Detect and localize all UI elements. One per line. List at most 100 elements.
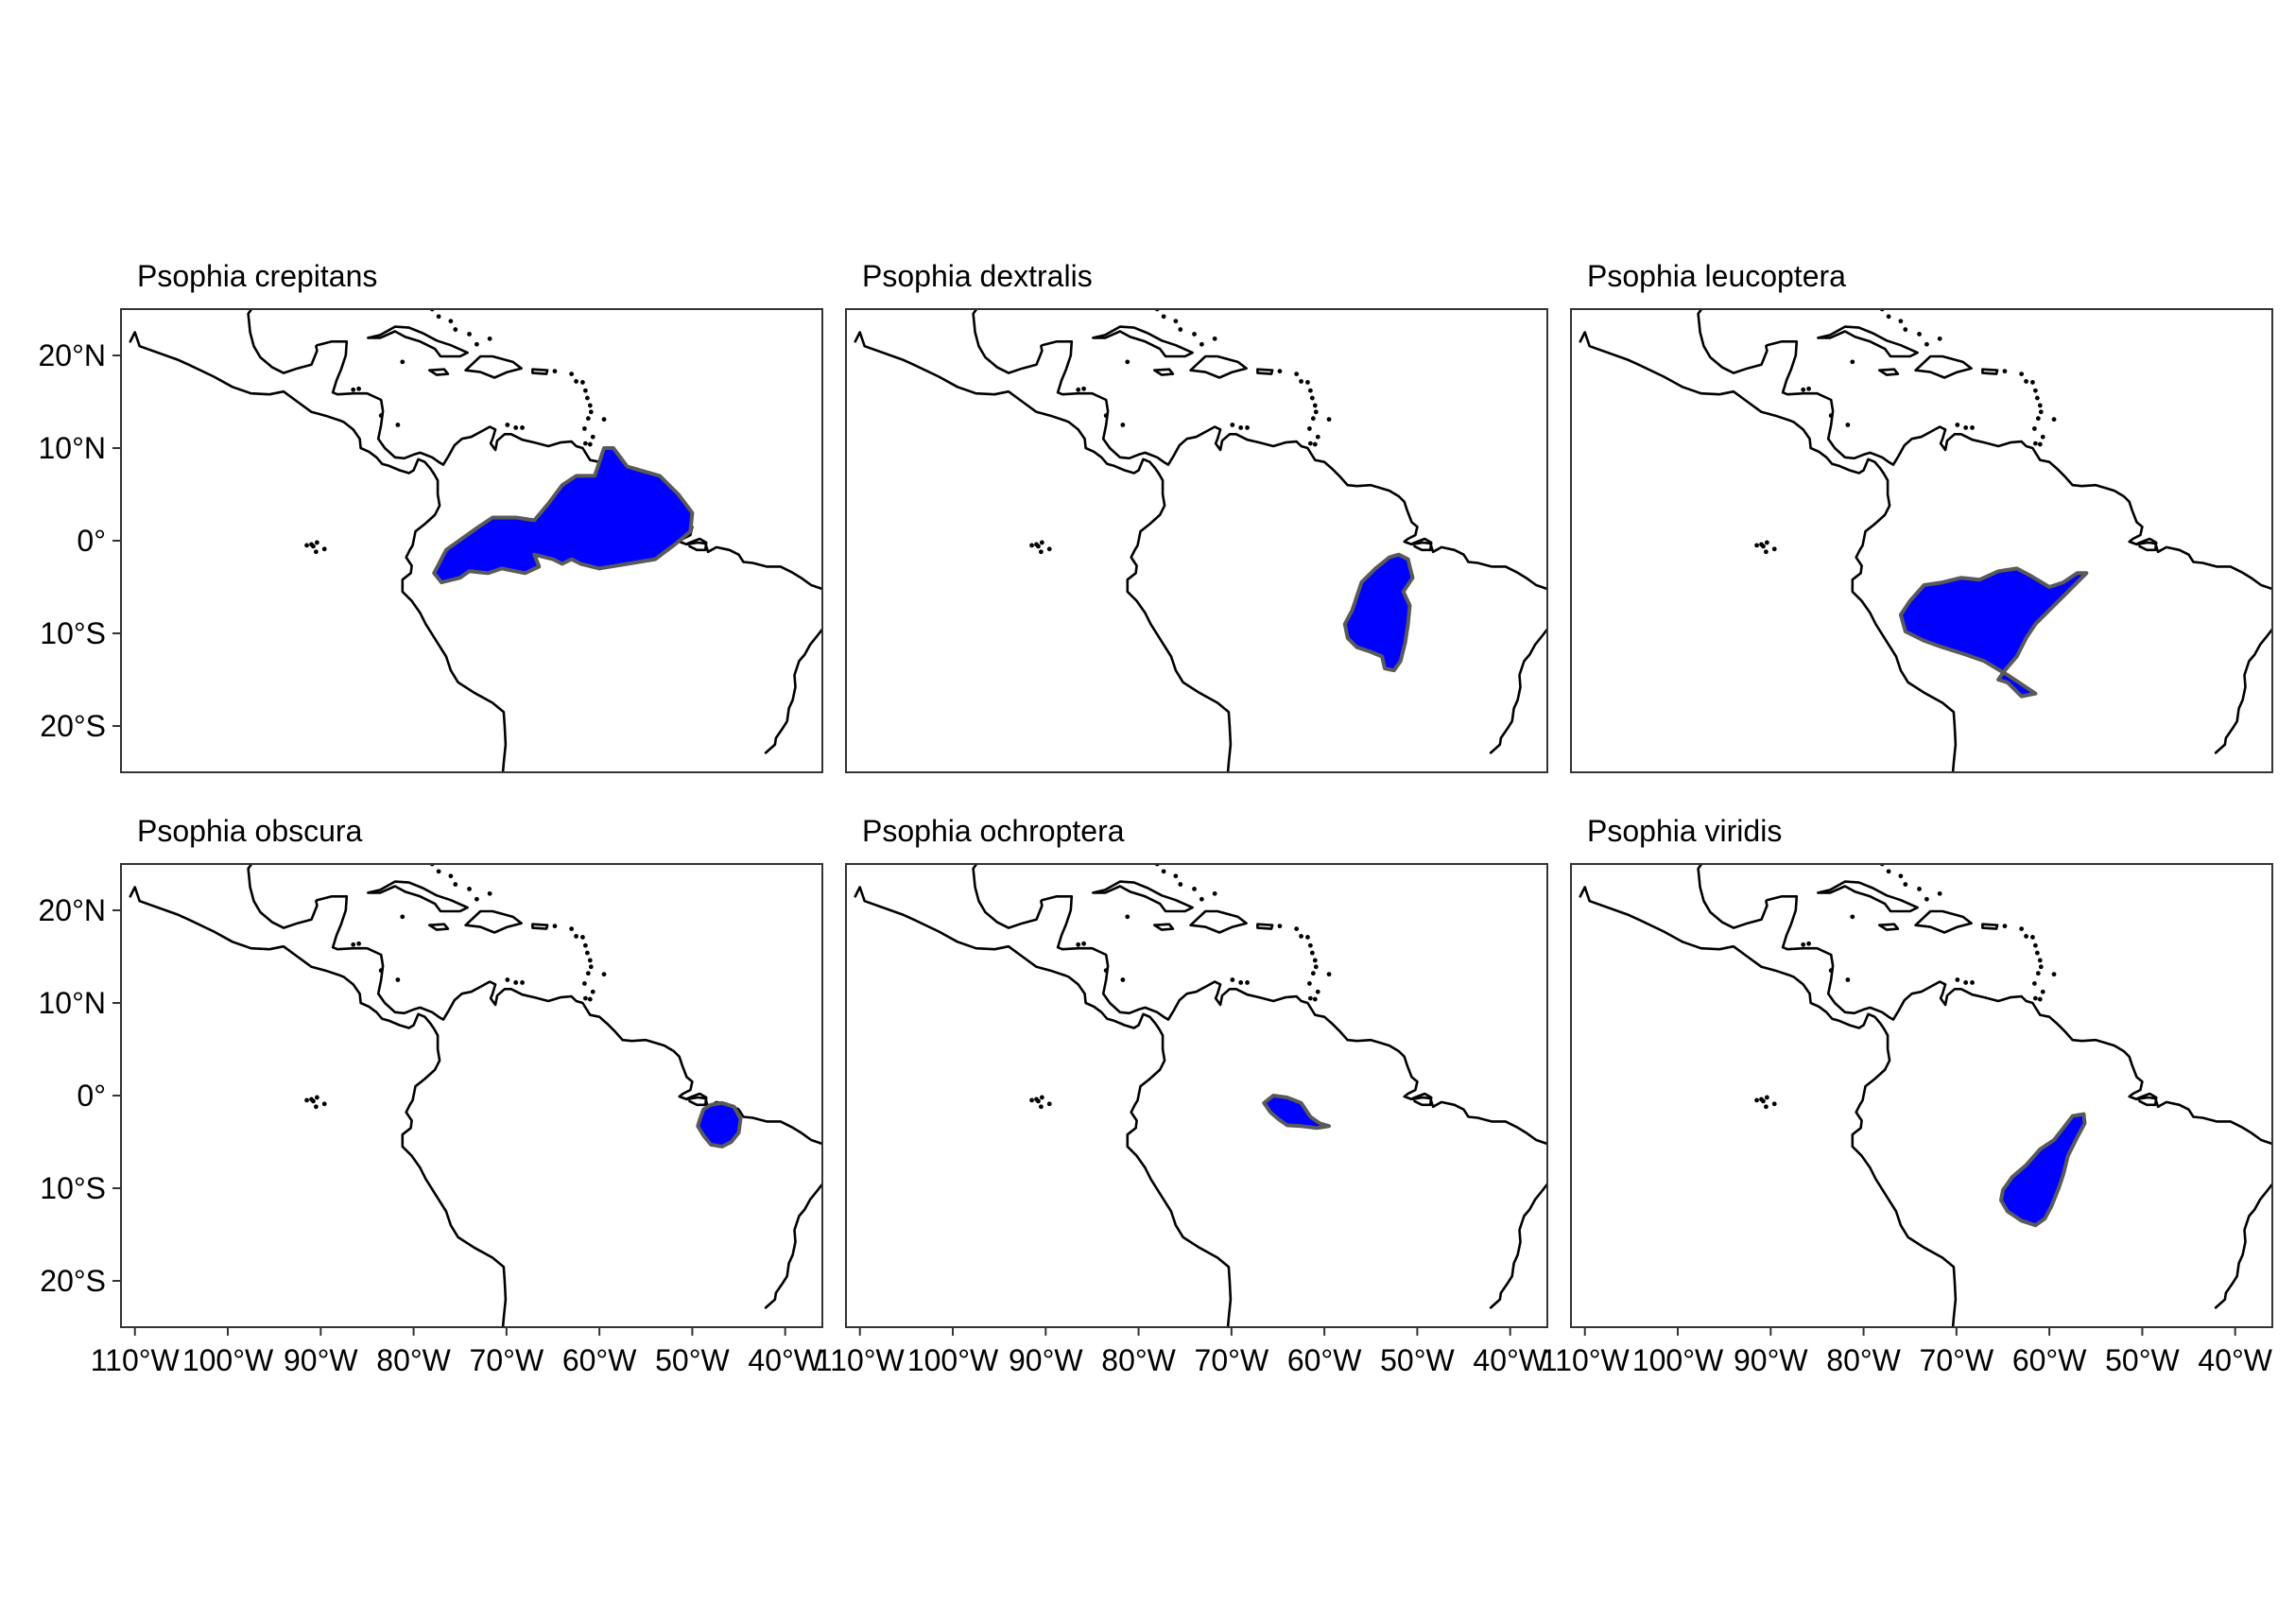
y-tick-label: 10°S <box>40 616 106 650</box>
island <box>2030 935 2035 940</box>
island <box>304 1097 309 1103</box>
island <box>1307 426 1312 431</box>
island <box>585 971 591 976</box>
island <box>1120 977 1126 982</box>
panel-border <box>120 863 823 1328</box>
island <box>1076 387 1081 392</box>
island <box>1125 359 1130 365</box>
island <box>2032 388 2038 393</box>
island <box>1312 996 1318 1002</box>
island <box>2019 926 2025 931</box>
coastline <box>686 537 708 552</box>
coastline <box>1878 368 1900 376</box>
coastline <box>247 864 319 929</box>
island <box>2034 950 2040 956</box>
island <box>2040 434 2045 440</box>
coastline <box>1914 354 1973 379</box>
island <box>400 914 406 920</box>
island <box>1307 388 1313 393</box>
island <box>585 416 591 422</box>
island <box>552 924 558 929</box>
island <box>1898 319 1904 324</box>
coastline <box>247 309 319 374</box>
island <box>1120 423 1126 427</box>
island <box>590 434 595 440</box>
coastline <box>1411 1092 1433 1107</box>
island <box>356 386 361 391</box>
island <box>552 369 558 374</box>
island <box>1039 540 1044 545</box>
coastline <box>1092 880 1194 913</box>
island <box>505 977 510 982</box>
island <box>1199 341 1204 347</box>
island <box>351 387 356 392</box>
x-tick-label: 40°W <box>2198 1343 2272 1377</box>
island <box>1937 336 1942 341</box>
island <box>1917 887 1922 891</box>
island <box>569 926 575 931</box>
island <box>448 319 454 324</box>
island <box>582 441 588 446</box>
coastline <box>464 909 523 934</box>
island <box>395 423 401 427</box>
island <box>1309 950 1315 956</box>
island <box>475 896 479 902</box>
x-tick-label: 90°W <box>1009 1343 1083 1377</box>
island <box>1277 924 1283 929</box>
x-tick-label: 40°W <box>1473 1343 1547 1377</box>
coastline <box>1411 537 1433 552</box>
island <box>1963 980 1969 985</box>
map-area <box>854 864 1547 1327</box>
island <box>588 409 594 415</box>
coastline <box>531 923 549 930</box>
island <box>1294 371 1300 376</box>
facet-panel: Psophia crepitans 20°N 10°N 0° 10°S 20°S <box>39 259 823 773</box>
island <box>1238 425 1244 430</box>
coastline <box>2214 1182 2272 1309</box>
panel-title: Psophia viridis <box>1587 814 1782 848</box>
island <box>1178 882 1183 887</box>
island <box>1307 981 1312 986</box>
island <box>1230 977 1235 982</box>
coastline <box>1153 923 1175 931</box>
island <box>1850 914 1855 920</box>
coastline <box>1092 325 1194 358</box>
island <box>314 540 319 545</box>
map-area <box>1579 309 2272 772</box>
panel-border <box>845 308 1548 773</box>
panel-border <box>845 863 1548 1328</box>
island <box>1806 386 1811 391</box>
species-range <box>696 1100 743 1149</box>
island <box>1310 971 1316 976</box>
facet-panel: Psophia obscura 20°N 10°N 0° 10°S 20°S 110°W 10… <box>39 814 823 1377</box>
panel-title: Psophia leucoptera <box>1587 259 1846 293</box>
map-area <box>1579 864 2272 1327</box>
island <box>1245 425 1250 430</box>
island <box>2035 416 2041 422</box>
island <box>587 441 593 447</box>
island <box>313 1104 319 1110</box>
island <box>1161 869 1166 874</box>
x-tick-label: 80°W <box>376 1343 451 1377</box>
island <box>2032 995 2038 1001</box>
island <box>2002 924 2008 929</box>
island <box>1759 542 1764 547</box>
island <box>487 890 492 896</box>
island <box>475 341 479 347</box>
island <box>1886 869 1891 874</box>
island <box>356 941 361 946</box>
island <box>1754 1097 1759 1103</box>
island <box>1076 942 1081 947</box>
coastline <box>764 627 822 754</box>
island <box>487 336 492 341</box>
island <box>1192 887 1197 891</box>
island <box>448 873 454 879</box>
species-range <box>1262 1094 1331 1131</box>
coastline <box>1817 880 1919 913</box>
coastline <box>129 331 508 772</box>
panel-border <box>1570 308 2273 773</box>
island <box>2032 426 2037 431</box>
coastline <box>1189 909 1248 934</box>
coastline <box>316 894 822 1146</box>
coastline <box>1579 331 1958 772</box>
